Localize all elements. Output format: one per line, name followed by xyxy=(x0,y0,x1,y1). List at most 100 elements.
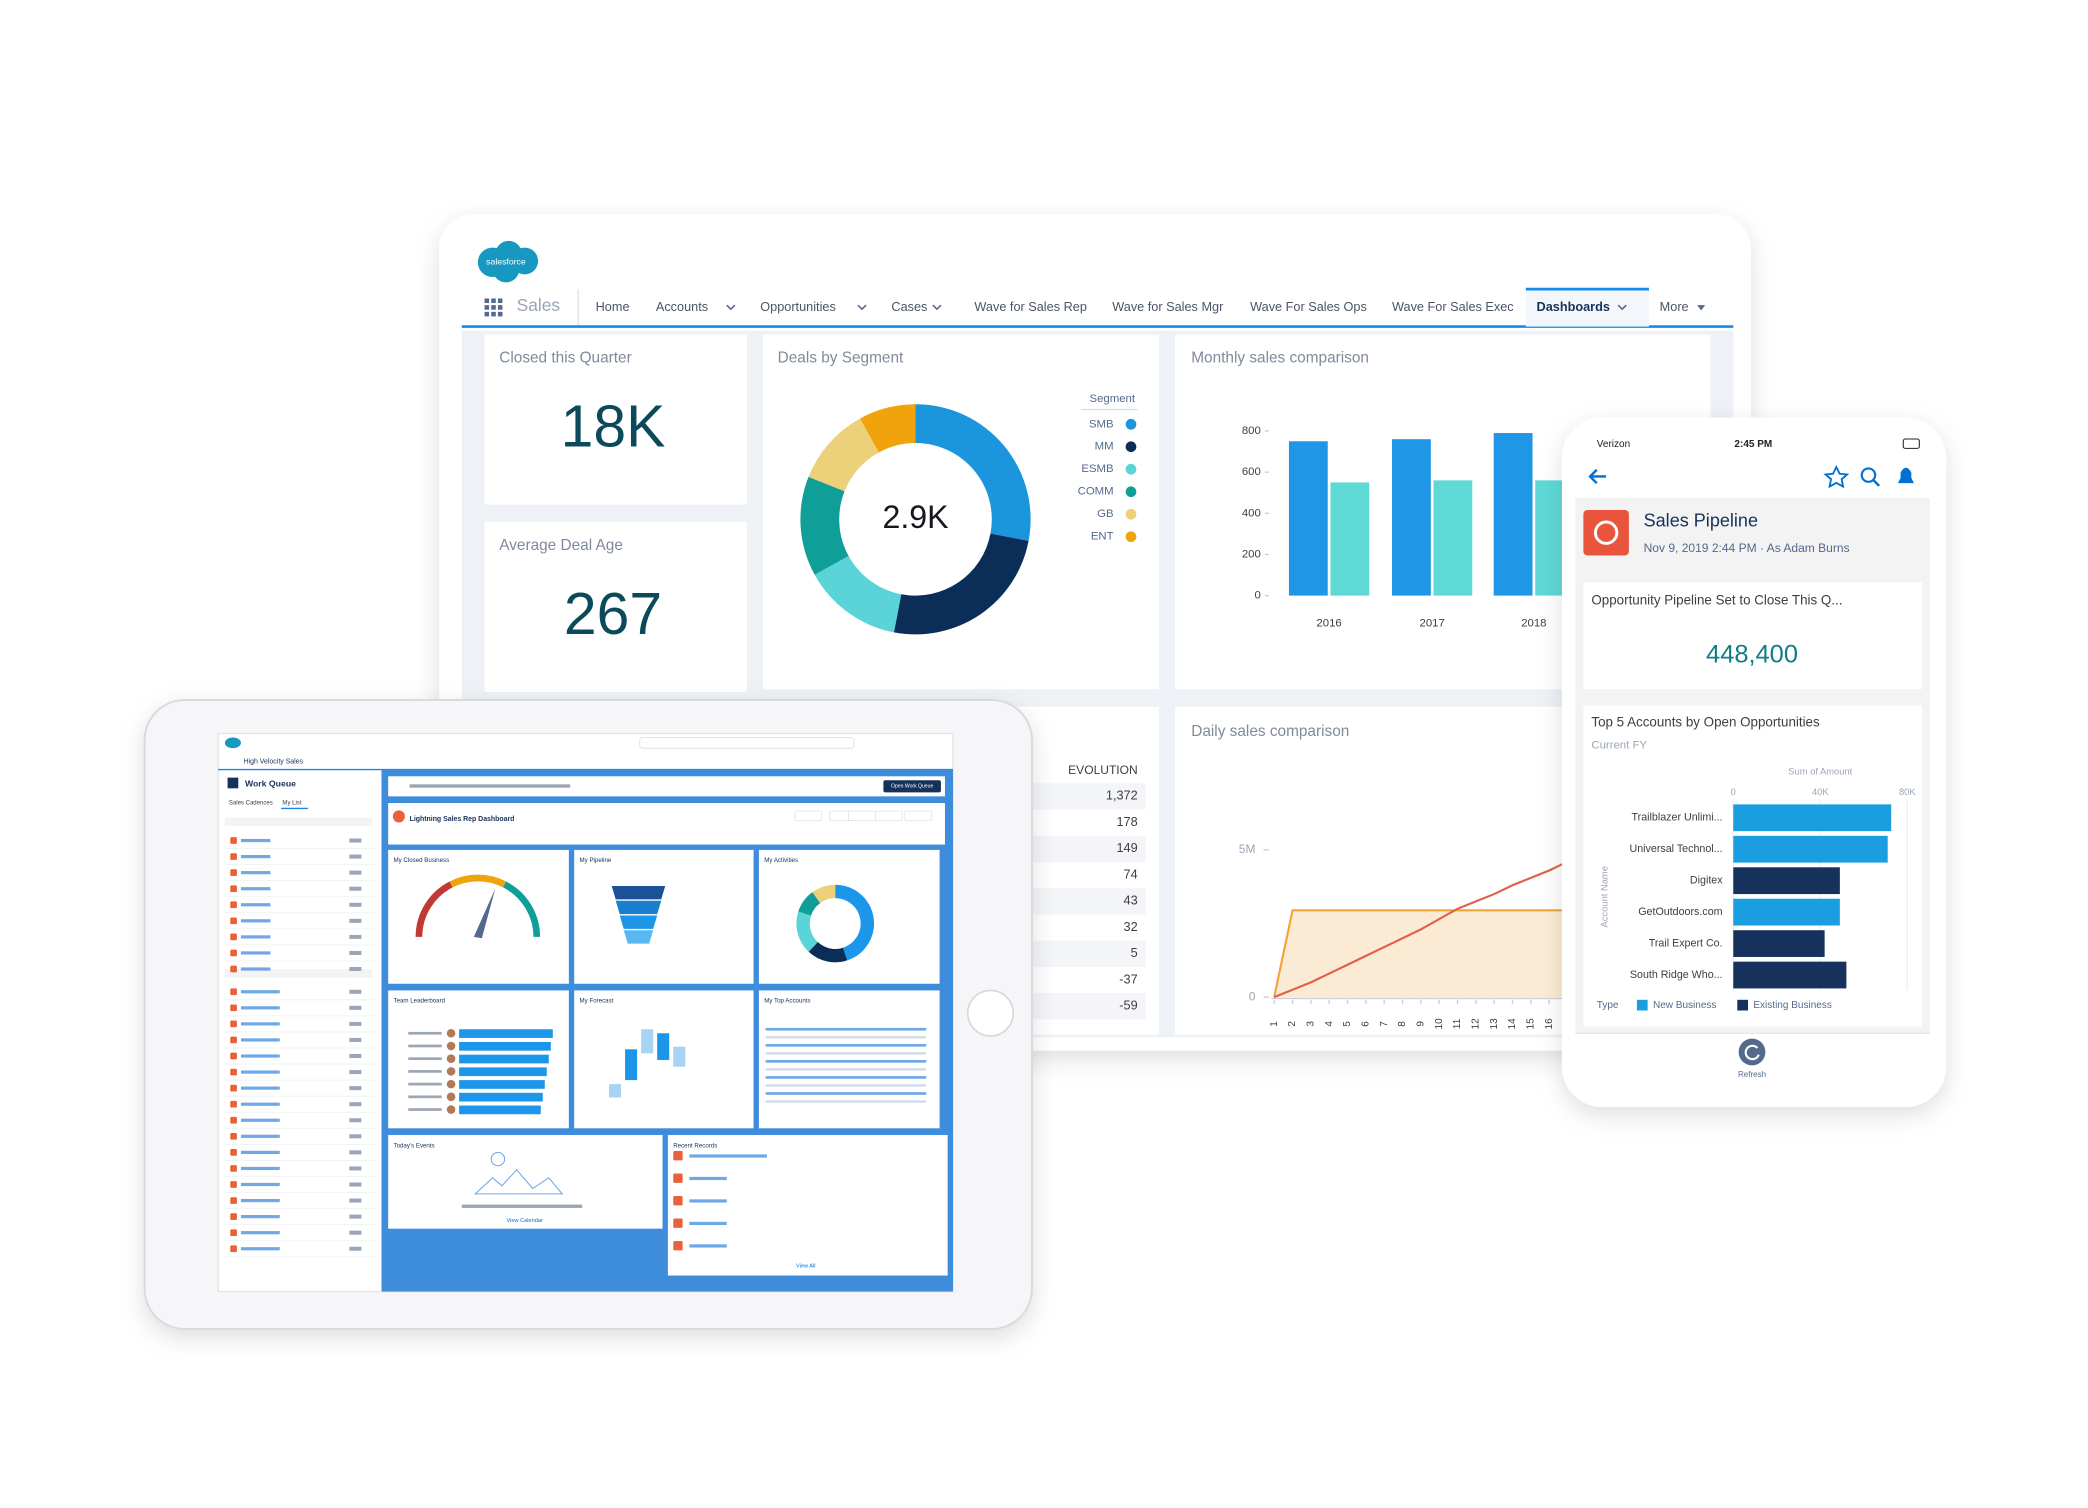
y-tick-label: GetOutdoors.com xyxy=(1638,906,1722,918)
events-illustration xyxy=(473,1168,564,1195)
row-name xyxy=(240,1231,280,1235)
notice-text xyxy=(409,784,571,788)
chart-subtitle: Current FY xyxy=(1591,740,1647,752)
y-tick-label: South Ridge Who... xyxy=(1630,969,1723,981)
row-icon xyxy=(230,1197,237,1204)
refresh-button[interactable] xyxy=(1738,1038,1766,1066)
avatar xyxy=(446,1028,456,1038)
refresh-label[interactable]: Refresh xyxy=(1738,1070,1766,1079)
bar xyxy=(1330,482,1370,596)
record-icon xyxy=(673,1173,683,1183)
kpi-title: Closed this Quarter xyxy=(499,350,631,367)
nav-tab[interactable]: Opportunities xyxy=(760,299,836,314)
y-tick-label: Universal Technol... xyxy=(1630,843,1723,855)
row-name xyxy=(240,1006,280,1010)
bar xyxy=(1493,433,1533,596)
mini-donut-arc xyxy=(834,884,875,961)
forecast-bar xyxy=(625,1049,638,1081)
logo-cloud xyxy=(492,255,520,283)
back-arrow[interactable] xyxy=(1588,468,1607,485)
header-button[interactable] xyxy=(848,810,876,821)
battery xyxy=(1902,438,1920,449)
app-launcher-dot xyxy=(491,305,496,310)
widget-title: My Closed Business xyxy=(394,857,450,864)
row-icon xyxy=(230,1116,237,1124)
row-icon xyxy=(230,1100,237,1108)
home-button xyxy=(966,989,1015,1037)
row-action xyxy=(349,1005,362,1010)
search-icon[interactable] xyxy=(1860,467,1877,483)
search-handle xyxy=(1872,479,1881,487)
legend-swatch xyxy=(1125,441,1137,453)
row-name xyxy=(240,951,271,955)
row-action xyxy=(349,918,362,923)
nav-tab[interactable]: Wave For Sales Ops xyxy=(1250,299,1367,314)
dashboard-title: Lightning Sales Rep Dashboard xyxy=(410,816,515,823)
panel-title: Work Queue xyxy=(245,779,296,789)
nav-tab[interactable]: Dashboards xyxy=(1537,299,1610,314)
account-row xyxy=(765,1068,927,1071)
nav-tab[interactable]: Home xyxy=(596,299,630,314)
search-box xyxy=(639,737,855,749)
x-tick-label: 2 xyxy=(1287,1021,1298,1027)
row-action xyxy=(349,1134,362,1139)
widget xyxy=(574,849,754,984)
button-label[interactable]: Open Work Queue xyxy=(891,784,933,790)
table-header: EVOLUTION xyxy=(1068,763,1138,777)
widget-title: My Activities xyxy=(764,857,798,864)
y-tick-label: Digitex xyxy=(1690,875,1723,887)
x-tick-label: 15 xyxy=(1525,1018,1536,1030)
nav-tab[interactable]: Wave for Sales Rep xyxy=(974,299,1086,314)
row-name xyxy=(240,919,271,923)
avatar xyxy=(446,1041,456,1051)
nav-tab[interactable]: Cases xyxy=(891,299,927,314)
leader-bar xyxy=(459,1080,545,1089)
mini-donut-arc xyxy=(808,941,848,963)
section-header xyxy=(224,969,373,978)
nav-tab[interactable]: Wave For Sales Exec xyxy=(1392,299,1514,314)
x-tick-label: 40K xyxy=(1812,787,1829,797)
bar xyxy=(1733,930,1825,957)
legend-swatch xyxy=(1125,531,1137,543)
header-button[interactable] xyxy=(904,810,932,821)
leader-name xyxy=(408,1095,442,1099)
gauge-arc xyxy=(449,874,507,888)
header-button[interactable] xyxy=(794,810,823,821)
row-action xyxy=(349,934,362,939)
nav-tab[interactable]: Accounts xyxy=(656,299,708,314)
account-row xyxy=(765,1035,927,1039)
tab-chevron xyxy=(1617,304,1627,311)
bar xyxy=(1733,898,1840,926)
row-icon xyxy=(230,869,237,876)
panel-tab[interactable]: My List xyxy=(282,801,301,807)
row-name xyxy=(240,1215,280,1219)
calendar-link[interactable]: View Calendar xyxy=(506,1218,543,1224)
row-action xyxy=(349,989,362,994)
row-icon xyxy=(230,988,237,996)
record-name xyxy=(689,1176,727,1181)
nav-tab[interactable]: Wave for Sales Mgr xyxy=(1112,299,1224,314)
metric-card xyxy=(1583,582,1923,690)
star-icon[interactable] xyxy=(1823,465,1850,489)
button-bg[interactable] xyxy=(883,780,941,793)
metric-title: Opportunity Pipeline Set to Close This Q… xyxy=(1591,592,1842,607)
row-name xyxy=(240,1247,280,1251)
mini-donut-arc xyxy=(798,892,821,917)
panel-tab[interactable]: Sales Cadences xyxy=(229,801,273,807)
leader-name xyxy=(408,1044,442,1048)
bar xyxy=(1288,441,1328,596)
bell-icon[interactable] xyxy=(1897,467,1914,484)
y-tick-label: 400 xyxy=(1242,507,1261,519)
row-name xyxy=(240,1134,280,1138)
funnel-stage xyxy=(623,930,654,944)
row-icon xyxy=(230,1181,237,1188)
legend-label: SMB xyxy=(1089,418,1114,430)
view-all-link[interactable]: View All xyxy=(796,1264,816,1270)
row-action xyxy=(349,902,362,907)
record-icon xyxy=(1583,509,1629,556)
donut-segment xyxy=(814,556,902,633)
leader-bar xyxy=(459,1105,541,1115)
nav-tab[interactable]: More xyxy=(1660,299,1689,314)
header-button[interactable] xyxy=(875,810,903,821)
